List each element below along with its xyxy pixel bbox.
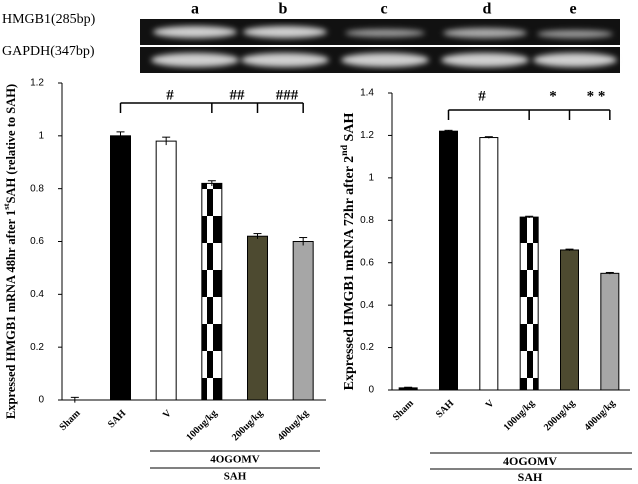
y-label-part: Expressed HMGB1 mRNA 72hr after 2 [342,156,357,391]
y-tick-label: 1.4 [360,88,374,99]
significance: * [549,88,557,104]
lane-label: c [380,1,387,18]
x-tick-label: Sham [58,407,84,433]
row-label: HMGB1(285bp) [2,12,96,27]
bar [247,235,268,401]
bar [600,272,620,391]
significance: # [166,87,174,103]
y-tick-label: 1.2 [360,130,374,141]
group-label: 4OGOMV [210,454,260,466]
error-bar [484,136,493,139]
error-bar [70,396,79,403]
error-bar [444,129,453,133]
x-tick-label: 100ug/kg [502,398,537,433]
y-tick-label: 0 [38,395,44,406]
bar [519,216,539,391]
error-bar [605,271,614,275]
y-tick-label: 0.4 [30,289,44,300]
x-tick-label: SAH [434,398,456,420]
y-tick-label: 1 [368,172,374,183]
y-label-part: st [1,203,11,209]
y-tick-label: 0.6 [30,236,44,247]
y-tick-label: 0 [368,385,374,396]
y-tick-label: 0.2 [30,342,44,353]
x-tick-label: 200ug/kg [542,398,577,433]
significance: * * [587,88,606,104]
error-bar [253,233,262,239]
lane-label: a [191,1,199,18]
y-label-part: SAH (relative to SAH) [4,84,18,204]
lane-label: b [279,1,288,18]
error-bar [565,248,574,251]
significance: ## [230,87,246,103]
y-tick-label: 0.8 [30,183,44,194]
error-bar [404,386,413,389]
gel [140,19,620,73]
x-tick-label: SAH [106,408,128,430]
lane-label: e [569,1,576,18]
bar [110,135,131,401]
y-tick-label: 1.2 [30,78,44,89]
error-bar [162,136,171,146]
y-tick-label: 0.6 [360,257,374,268]
y-tick-label: 1 [38,130,44,141]
x-tick-label: 100ug/kg [184,408,219,443]
x-tick-label: V [484,397,497,410]
group-label: SAH [518,470,543,484]
x-tick-label: V [161,407,174,420]
y-label-part: SAH [342,113,357,145]
y-axis-label: Expressed HMGB1 mRNA 72hr after 2nd SAH [339,113,357,391]
x-tick-label: 400ug/kg [582,398,617,433]
bar [201,182,223,401]
bar [560,249,579,391]
significance: # [478,88,486,104]
y-axis-label: Expressed HMGB1 mRNA 48hr after 1stSAH (… [1,84,18,419]
bar [155,140,177,401]
error-bar [299,237,308,246]
bar [292,241,314,401]
y-tick-label: 0.2 [360,342,374,353]
bar [479,137,499,391]
x-tick-label: Sham [391,397,417,423]
group-label: SAH [224,471,247,483]
y-label-part: Expressed HMGB1 mRNA 48hr after 1 [4,210,18,419]
row-label: GAPDH(347bp) [2,44,95,59]
error-bar [116,131,125,140]
lane-label: d [483,1,492,18]
x-tick-label: 200ug/kg [230,408,265,443]
y-tick-label: 0.4 [360,300,374,311]
error-bar [525,215,534,218]
significance: ### [276,87,299,103]
x-tick-label: 400ug/kg [276,408,311,443]
group-label: 4OGOMV [503,454,557,468]
bar [439,130,458,391]
y-tick-label: 0.8 [360,215,374,226]
y-label-part: nd [339,144,350,155]
error-bar [207,180,216,187]
